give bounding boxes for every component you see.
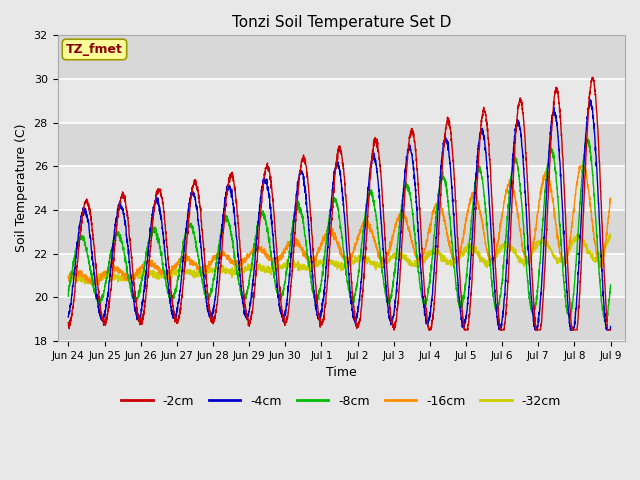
- Bar: [58, 122, 625, 166]
- Legend: -2cm, -4cm, -8cm, -16cm, -32cm: -2cm, -4cm, -8cm, -16cm, -32cm: [116, 390, 566, 413]
- Bar: [58, 297, 625, 341]
- Y-axis label: Soil Temperature (C): Soil Temperature (C): [15, 124, 28, 252]
- Text: TZ_fmet: TZ_fmet: [66, 43, 123, 56]
- Bar: [58, 210, 625, 253]
- X-axis label: Time: Time: [326, 366, 356, 379]
- Title: Tonzi Soil Temperature Set D: Tonzi Soil Temperature Set D: [232, 15, 451, 30]
- Bar: [58, 36, 625, 79]
